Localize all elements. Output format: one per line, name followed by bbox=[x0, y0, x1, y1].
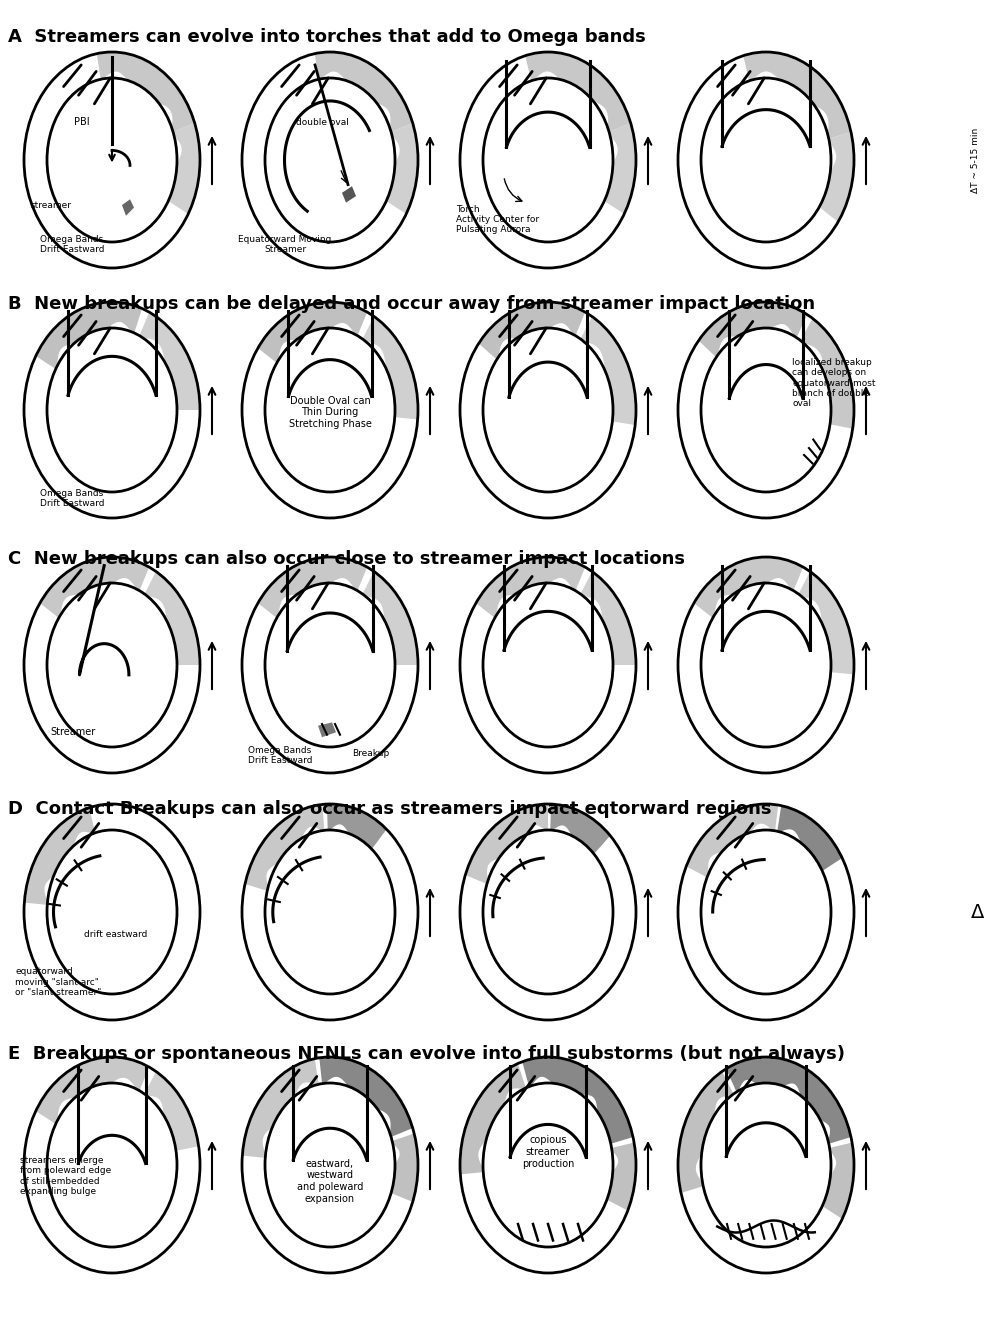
Polygon shape bbox=[391, 1133, 418, 1202]
Text: double oval: double oval bbox=[296, 117, 348, 127]
Polygon shape bbox=[822, 1142, 854, 1219]
Text: Torch
Activity Center for
Pulsating Aurora: Torch Activity Center for Pulsating Auro… bbox=[456, 204, 539, 235]
Polygon shape bbox=[242, 1059, 318, 1158]
Polygon shape bbox=[604, 123, 636, 214]
Polygon shape bbox=[315, 51, 412, 132]
Polygon shape bbox=[686, 805, 778, 877]
Polygon shape bbox=[698, 302, 807, 357]
Polygon shape bbox=[258, 302, 367, 363]
Polygon shape bbox=[40, 557, 149, 619]
Polygon shape bbox=[607, 1142, 636, 1211]
Polygon shape bbox=[479, 302, 585, 360]
Polygon shape bbox=[581, 571, 636, 665]
Polygon shape bbox=[122, 199, 134, 216]
Text: ΔT ~ 5-15 min: ΔT ~ 5-15 min bbox=[970, 128, 979, 193]
Polygon shape bbox=[777, 806, 843, 871]
Text: B  New breakups can be delayed and occur away from streamer impact location: B New breakups can be delayed and occur … bbox=[8, 295, 815, 313]
Polygon shape bbox=[460, 1063, 526, 1174]
Text: Equatorward Moving
Streamer: Equatorward Moving Streamer bbox=[238, 235, 331, 255]
Text: E  Breakups or spontaneous NENLs can evolve into full substorms (but not always): E Breakups or spontaneous NENLs can evol… bbox=[8, 1045, 845, 1063]
Polygon shape bbox=[139, 313, 200, 410]
Polygon shape bbox=[97, 51, 195, 132]
Text: Omega Bands
Drift Eastward: Omega Bands Drift Eastward bbox=[40, 489, 104, 508]
Polygon shape bbox=[319, 1057, 412, 1137]
Text: streamers emerge
from poleward edge
of still-embedded
expanding bulge: streamers emerge from poleward edge of s… bbox=[20, 1155, 111, 1196]
Text: streamer: streamer bbox=[31, 200, 72, 210]
Polygon shape bbox=[798, 571, 854, 674]
Polygon shape bbox=[144, 571, 200, 665]
Text: drift eastward: drift eastward bbox=[83, 930, 147, 939]
Polygon shape bbox=[144, 1071, 199, 1150]
Text: copious
streamer
production: copious streamer production bbox=[522, 1136, 575, 1169]
Text: equatorward
moving "slant arc"
or "slant streamer": equatorward moving "slant arc" or "slant… bbox=[15, 967, 102, 997]
Polygon shape bbox=[25, 807, 95, 905]
Polygon shape bbox=[476, 557, 585, 619]
Polygon shape bbox=[363, 571, 418, 665]
Polygon shape bbox=[363, 317, 418, 419]
Polygon shape bbox=[36, 302, 142, 369]
Polygon shape bbox=[245, 805, 324, 890]
Polygon shape bbox=[36, 1057, 149, 1124]
Polygon shape bbox=[318, 723, 336, 737]
Text: Omega Bands
Drift Eastward: Omega Bands Drift Eastward bbox=[248, 747, 313, 765]
Polygon shape bbox=[168, 123, 200, 214]
Polygon shape bbox=[465, 805, 548, 884]
Polygon shape bbox=[387, 123, 418, 214]
Text: A  Streamers can evolve into torches that add to Omega bands: A Streamers can evolve into torches that… bbox=[8, 28, 646, 46]
Polygon shape bbox=[726, 1057, 851, 1144]
Polygon shape bbox=[258, 557, 367, 619]
Text: Omega Bands
Drift Eastward: Omega Bands Drift Eastward bbox=[40, 235, 104, 255]
Polygon shape bbox=[581, 317, 636, 425]
Polygon shape bbox=[327, 805, 387, 849]
Text: eastward,
westward
and poleward
expansion: eastward, westward and poleward expansio… bbox=[297, 1159, 363, 1204]
Polygon shape bbox=[743, 51, 851, 138]
Text: Streamer: Streamer bbox=[50, 727, 96, 737]
Text: Double Oval can
Thin During
Stretching Phase: Double Oval can Thin During Stretching P… bbox=[289, 396, 372, 429]
Polygon shape bbox=[525, 51, 631, 132]
Text: PBI: PBI bbox=[74, 117, 90, 127]
Polygon shape bbox=[550, 805, 610, 853]
Text: C  New breakups can also occur close to streamer impact locations: C New breakups can also occur close to s… bbox=[8, 550, 685, 568]
Polygon shape bbox=[342, 186, 356, 203]
Text: Δ: Δ bbox=[971, 902, 985, 922]
Polygon shape bbox=[800, 318, 854, 429]
Text: localized breakup
can develops on
equatorward-most
branch of double
oval: localized breakup can develops on equato… bbox=[792, 357, 876, 409]
Polygon shape bbox=[819, 132, 854, 222]
Polygon shape bbox=[522, 1057, 633, 1144]
Text: D  Contact Breakups can also occur as streamers impact eqtorward regions: D Contact Breakups can also occur as str… bbox=[8, 801, 771, 818]
Polygon shape bbox=[694, 557, 803, 619]
Polygon shape bbox=[678, 1071, 734, 1192]
Text: Breakup: Breakup bbox=[352, 749, 390, 758]
